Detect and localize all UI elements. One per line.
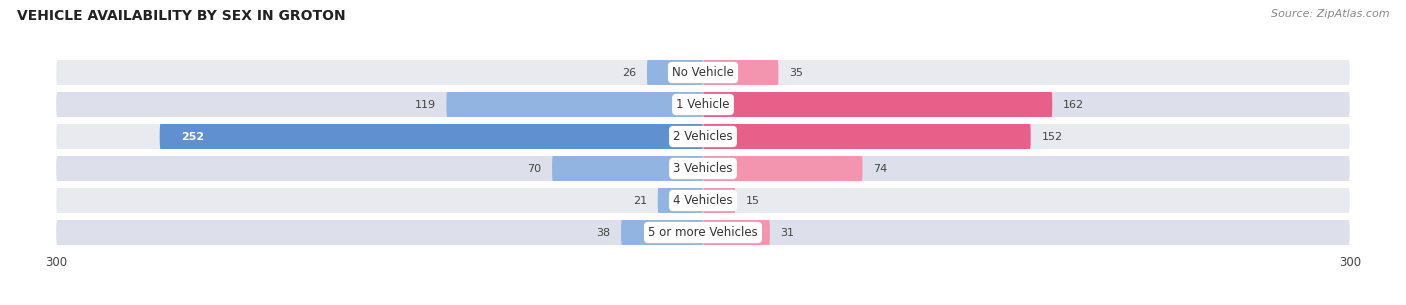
FancyBboxPatch shape — [647, 60, 703, 85]
FancyBboxPatch shape — [703, 124, 1031, 149]
Text: 38: 38 — [596, 228, 610, 238]
FancyBboxPatch shape — [56, 60, 1350, 85]
Text: 15: 15 — [747, 196, 761, 206]
Text: 21: 21 — [633, 196, 647, 206]
FancyBboxPatch shape — [703, 156, 862, 181]
FancyBboxPatch shape — [56, 188, 1350, 213]
Text: 35: 35 — [789, 67, 803, 77]
Text: 5 or more Vehicles: 5 or more Vehicles — [648, 226, 758, 239]
Text: No Vehicle: No Vehicle — [672, 66, 734, 79]
FancyBboxPatch shape — [56, 220, 1350, 245]
Text: VEHICLE AVAILABILITY BY SEX IN GROTON: VEHICLE AVAILABILITY BY SEX IN GROTON — [17, 9, 346, 23]
Text: 3 Vehicles: 3 Vehicles — [673, 162, 733, 175]
Text: 152: 152 — [1042, 131, 1063, 142]
FancyBboxPatch shape — [703, 60, 779, 85]
FancyBboxPatch shape — [621, 220, 703, 245]
Text: Source: ZipAtlas.com: Source: ZipAtlas.com — [1271, 9, 1389, 19]
Text: 4 Vehicles: 4 Vehicles — [673, 194, 733, 207]
Text: 252: 252 — [181, 131, 204, 142]
FancyBboxPatch shape — [56, 124, 1350, 149]
FancyBboxPatch shape — [703, 92, 1052, 117]
FancyBboxPatch shape — [56, 156, 1350, 181]
FancyBboxPatch shape — [160, 124, 703, 149]
Text: 31: 31 — [780, 228, 794, 238]
Text: 162: 162 — [1063, 99, 1084, 109]
Text: 119: 119 — [415, 99, 436, 109]
FancyBboxPatch shape — [703, 220, 770, 245]
Text: 70: 70 — [527, 163, 541, 174]
Text: 2 Vehicles: 2 Vehicles — [673, 130, 733, 143]
FancyBboxPatch shape — [658, 188, 703, 213]
FancyBboxPatch shape — [56, 92, 1350, 117]
FancyBboxPatch shape — [447, 92, 703, 117]
Text: 1 Vehicle: 1 Vehicle — [676, 98, 730, 111]
Text: 26: 26 — [621, 67, 636, 77]
FancyBboxPatch shape — [553, 156, 703, 181]
FancyBboxPatch shape — [703, 188, 735, 213]
Text: 74: 74 — [873, 163, 887, 174]
